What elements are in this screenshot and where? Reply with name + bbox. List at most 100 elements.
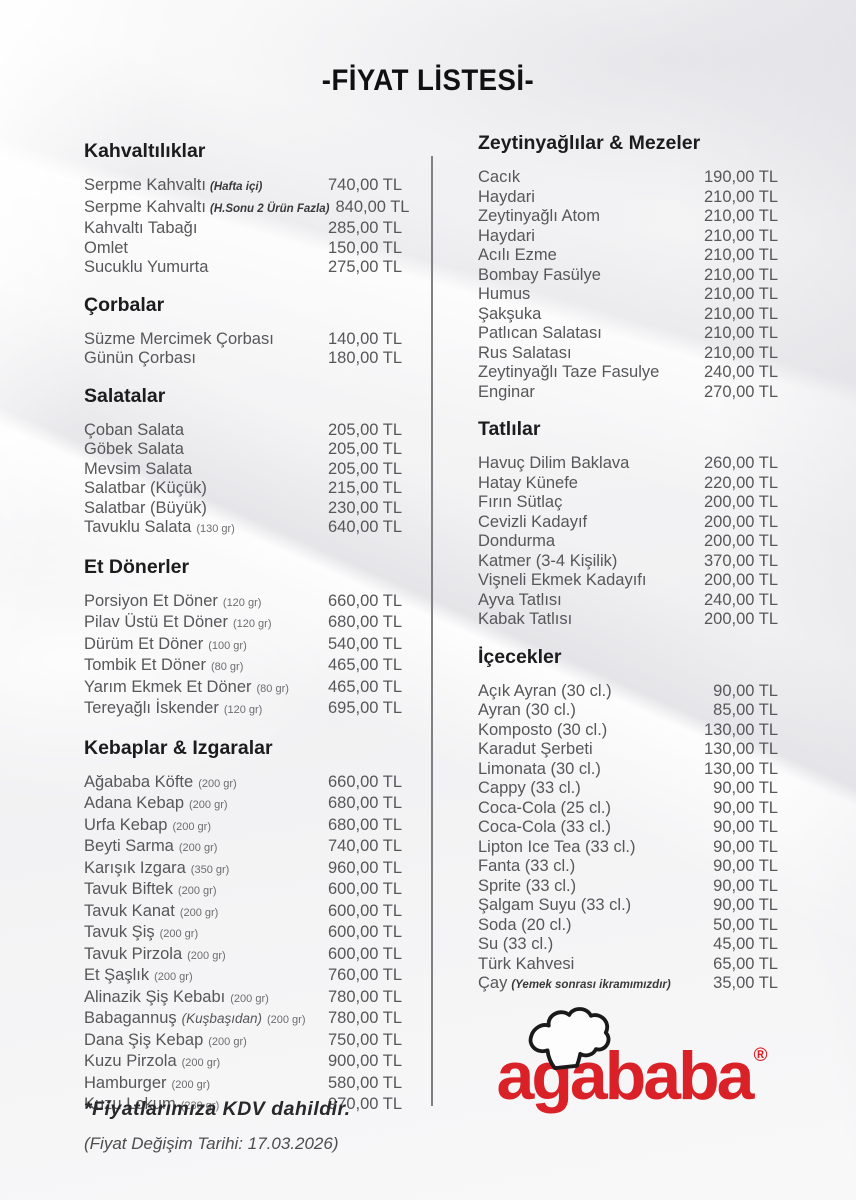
- item-name: Hatay Künefe: [478, 473, 578, 492]
- item-price: 780,00 TL: [327, 987, 402, 1006]
- item-price: 140,00 TL: [327, 329, 402, 348]
- item-name: Karışık Izgara (350 gr): [84, 858, 230, 877]
- item-price: 695,00 TL: [327, 699, 402, 717]
- section-items: Süzme Mercimek Çorbası 140,00 TL Günün Çor…: [84, 330, 402, 369]
- section-items: Havuç Dilim Baklava 260,00 TL Hatay Künefe…: [478, 454, 778, 630]
- section-items: Çoban Salata 205,00 TL Göbek Salata 205,00 …: [84, 421, 402, 540]
- section-items: Cacık 190,00 TL Haydari 210,00 TL Zeytinyağl…: [478, 168, 778, 402]
- item-note: (Kuşbaşıdan): [181, 1011, 262, 1026]
- menu-item-row: Adana Kebap (200 gr) 680,00 TL: [84, 794, 402, 816]
- item-name: Adana Kebap (200 gr): [84, 794, 228, 812]
- item-name: Karadut Şerbeti: [478, 740, 593, 758]
- item-price: 215,00 TL: [327, 479, 402, 497]
- item-name: Süzme Mercimek Çorbası: [84, 329, 274, 348]
- item-price: 90,00 TL: [713, 876, 778, 895]
- item-price: 600,00 TL: [327, 923, 402, 941]
- item-note: (Yemek sonrası ikramımızdır): [511, 979, 671, 991]
- menu-item-row: Kuzu Pirzola (200 gr) 900,00 TL: [84, 1052, 402, 1074]
- item-price: 90,00 TL: [713, 779, 778, 797]
- menu-item-row: Et Şaşlık (200 gr) 760,00 TL: [84, 966, 402, 988]
- item-price: 970,00 TL: [327, 1095, 402, 1113]
- menu-item-row: Vişneli Ekmek Kadayıfı 200,00 TL: [478, 571, 778, 591]
- menu-item-row: Süzme Mercimek Çorbası 140,00 TL: [84, 330, 402, 350]
- menu-item-row: Çoban Salata 205,00 TL: [84, 421, 402, 441]
- menu-item-row: Omlet 150,00 TL: [84, 239, 402, 259]
- menu-item-row: Havuç Dilim Baklava 260,00 TL: [478, 454, 778, 474]
- menu-item-row: Çay (Yemek sonrası ikramımızdır) 35,00 TL: [478, 974, 778, 996]
- item-price: 540,00 TL: [327, 634, 402, 653]
- item-name: Şakşuka: [478, 304, 542, 323]
- item-name: Rus Salatası: [478, 343, 572, 362]
- item-price: 660,00 TL: [327, 591, 402, 610]
- item-name: Katmer (3-4 Kişilik): [478, 551, 618, 570]
- item-name: Kuzu Lokum (230 gr): [84, 1095, 220, 1113]
- item-name: Cevizli Kadayıf: [478, 512, 588, 531]
- menu-item-row: Limonata (30 cl.) 130,00 TL: [478, 760, 778, 780]
- menu-item-row: Kabak Tatlısı 200,00 TL: [478, 610, 778, 630]
- item-name: Tombik Et Döner (80 gr): [84, 656, 244, 674]
- menu-column-right: Zeytinyağlılar & Mezeler Cacık 190,00 TL Ha…: [478, 132, 778, 996]
- item-price: 90,00 TL: [713, 857, 778, 875]
- item-name: Hamburger (200 gr): [84, 1073, 211, 1092]
- price-change-date-note: (Fiyat Değişim Tarihi: 17.03.2026): [84, 1134, 339, 1153]
- menu-item-row: Karışık Izgara (350 gr) 960,00 TL: [84, 859, 402, 881]
- item-price: 200,00 TL: [703, 493, 778, 511]
- item-note: (200 gr): [178, 842, 218, 854]
- item-name: Limonata (30 cl.): [478, 759, 601, 778]
- item-note: (350 gr): [190, 863, 230, 876]
- item-price: 200,00 TL: [703, 571, 778, 589]
- item-note: (230 gr): [180, 1100, 220, 1112]
- menu-section: İçecekler Açık Ayran (30 cl.) 90,00 TL Ayra…: [478, 646, 778, 996]
- menu-item-row: Acılı Ezme 210,00 TL: [478, 246, 778, 266]
- item-note: (200 gr): [154, 971, 193, 983]
- item-price: 200,00 TL: [703, 532, 778, 550]
- item-price: 230,00 TL: [327, 498, 402, 517]
- item-price: 210,00 TL: [703, 207, 778, 225]
- item-name: Tavuk Biftek (200 gr): [84, 880, 217, 898]
- item-price: 465,00 TL: [327, 677, 402, 696]
- item-name: Beyti Sarma (200 gr): [84, 837, 218, 855]
- item-price: 85,00 TL: [713, 701, 778, 719]
- item-price: 90,00 TL: [713, 896, 778, 914]
- item-note: (200 gr): [179, 906, 219, 919]
- item-price: 90,00 TL: [713, 837, 778, 856]
- menu-item-row: Salatbar (Küçük) 215,00 TL: [84, 479, 402, 499]
- menu-item-row: Şakşuka 210,00 TL: [478, 305, 778, 325]
- item-price: 270,00 TL: [703, 382, 778, 401]
- section-title: Salatalar: [84, 384, 166, 407]
- menu-column-left: Kahvaltılıklar Serpme Kahvaltı (Hafta içi)…: [84, 140, 409, 1117]
- section-title: Tatlılar: [478, 418, 541, 440]
- menu-item-row: Kahvaltı Tabağı 285,00 TL: [84, 219, 402, 239]
- item-note: (80 gr): [210, 661, 244, 673]
- menu-item-row: Şalgam Suyu (33 cl.) 90,00 TL: [478, 896, 778, 916]
- menu-item-row: Humus 210,00 TL: [478, 285, 778, 305]
- item-price: 960,00 TL: [327, 858, 402, 877]
- item-name: Pilav Üstü Et Döner (120 gr): [84, 613, 272, 631]
- item-note: (200 gr): [208, 1035, 247, 1048]
- section-title: Et Dönerler: [84, 555, 190, 578]
- item-price: 680,00 TL: [327, 613, 402, 631]
- brand-logo: agababa ®: [474, 1007, 790, 1110]
- item-price: 740,00 TL: [327, 837, 402, 855]
- item-name: Zeytinyağlı Taze Fasulye: [478, 363, 660, 381]
- menu-item-row: Mevsim Salata 205,00 TL: [84, 460, 402, 480]
- item-price: 200,00 TL: [703, 610, 778, 628]
- brand-logo-word: agababa: [496, 1038, 755, 1114]
- item-name: Ayva Tatlısı: [478, 590, 562, 609]
- item-name: Et Şaşlık (200 gr): [84, 966, 193, 984]
- item-name: Kahvaltı Tabağı: [84, 219, 198, 237]
- item-price: 210,00 TL: [703, 343, 778, 362]
- item-note: (200 gr): [189, 799, 228, 811]
- item-price: 680,00 TL: [327, 815, 402, 834]
- item-name: Cappy (33 cl.): [478, 779, 581, 797]
- item-note: (200 gr): [187, 949, 226, 962]
- item-name: Yarım Ekmek Et Döner (80 gr): [84, 677, 289, 696]
- column-divider: [431, 156, 433, 1106]
- item-name: Çay (Yemek sonrası ikramımızdır): [478, 974, 671, 992]
- menu-item-row: Tavuk Pirzola (200 gr) 600,00 TL: [84, 945, 402, 967]
- item-price: 760,00 TL: [327, 966, 402, 984]
- item-name: Humus: [478, 285, 531, 303]
- item-note: (200 gr): [181, 1057, 221, 1069]
- item-price: 180,00 TL: [327, 349, 402, 367]
- item-name: Ayran (30 cl.): [478, 701, 576, 719]
